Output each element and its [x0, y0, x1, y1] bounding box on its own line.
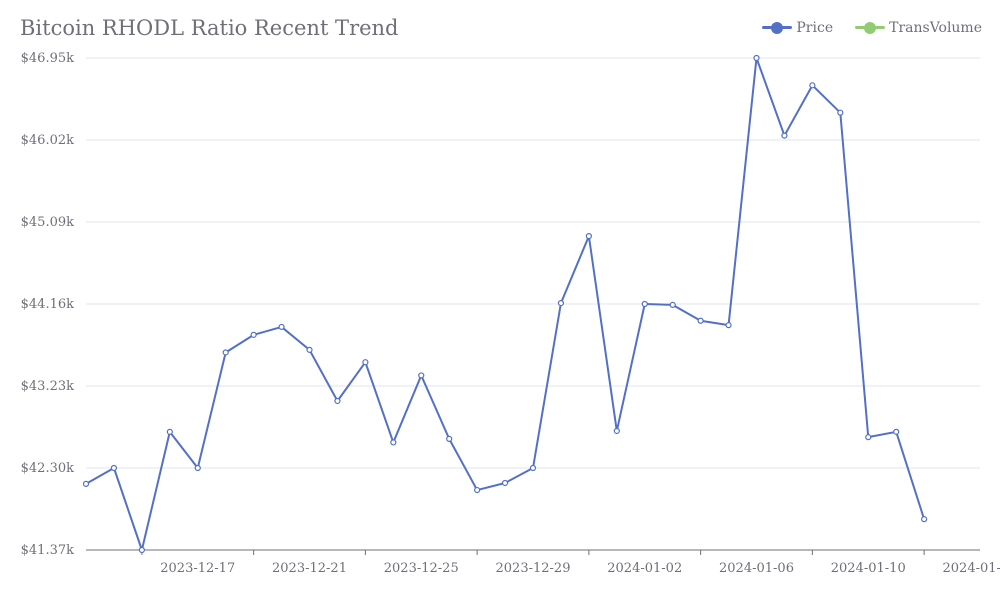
- price-point: [82, 480, 90, 487]
- x-tick-label: 2024-01-10: [831, 561, 906, 576]
- legend-label-transvolume: TransVolume: [889, 20, 982, 36]
- price-point: [921, 516, 928, 523]
- price-point: [278, 323, 285, 331]
- price-point: [501, 479, 509, 487]
- price-point: [529, 464, 537, 472]
- price-point: [669, 301, 676, 308]
- price-point: [362, 359, 369, 366]
- price-point: [585, 233, 592, 240]
- y-tick-label: $46.02k: [21, 133, 74, 148]
- y-tick-label: $45.09k: [21, 215, 74, 230]
- y-tick-label: $46.95k: [21, 51, 74, 66]
- x-tick-label: 2024-01-02: [607, 561, 682, 576]
- price-point: [641, 300, 648, 308]
- price-point: [418, 372, 425, 379]
- price-point: [837, 109, 844, 116]
- legend-item-price[interactable]: Price: [762, 20, 833, 36]
- price-point: [753, 54, 760, 62]
- legend-label-price: Price: [796, 20, 834, 36]
- price-point: [809, 82, 816, 89]
- y-tick-label: $43.23k: [21, 379, 74, 394]
- y-tick-label: $42.30k: [21, 461, 74, 476]
- chart-title: Bitcoin RHODL Ratio Recent Trend: [20, 16, 399, 40]
- price-point: [893, 428, 900, 435]
- price-point: [781, 132, 788, 139]
- y-tick-label: $44.16k: [21, 297, 74, 312]
- price-point: [390, 439, 397, 446]
- legend-item-transvolume[interactable]: TransVolume: [855, 20, 982, 36]
- price-point: [334, 397, 341, 405]
- x-tick-label: 2024-01-06: [719, 561, 794, 576]
- price-point: [725, 322, 732, 329]
- price-point: [557, 300, 565, 307]
- legend: Price TransVolume: [762, 20, 982, 36]
- price-point: [110, 464, 118, 472]
- x-tick-label: 2023-12-21: [272, 561, 347, 576]
- price-point: [446, 435, 453, 443]
- price-point: [166, 428, 173, 435]
- x-tick-label: 2024-01-14: [943, 561, 1000, 576]
- y-tick-label: $41.37k: [21, 543, 74, 558]
- price-point: [697, 317, 704, 324]
- price-point: [865, 434, 872, 441]
- price-point: [250, 331, 257, 338]
- x-tick-label: 2023-12-17: [160, 561, 235, 576]
- price-point: [194, 464, 201, 472]
- x-tick-label: 2023-12-25: [384, 561, 459, 576]
- x-tick-label: 2023-12-29: [496, 561, 571, 576]
- legend-swatch-price: [762, 21, 793, 35]
- price-point: [474, 486, 481, 494]
- price-point: [613, 427, 620, 435]
- price-point: [306, 346, 313, 353]
- price-point: [138, 546, 145, 554]
- legend-swatch-transvolume: [855, 21, 886, 35]
- price-point: [222, 349, 229, 356]
